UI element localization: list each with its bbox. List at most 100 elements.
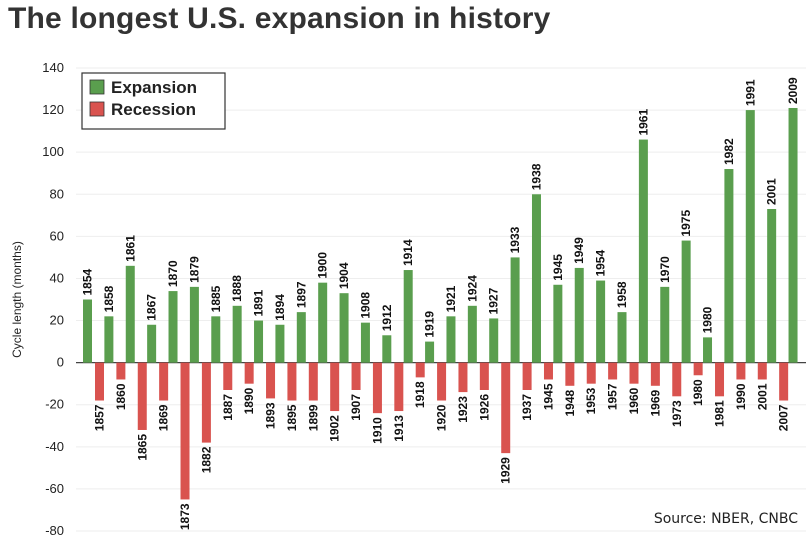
recession-bar: [437, 362, 447, 401]
expansion-bar: [339, 293, 349, 363]
chart-title: The longest U.S. expansion in history: [8, 2, 551, 35]
expansion-bar-label: 1980: [701, 306, 715, 333]
legend-label-recession: Recession: [111, 100, 196, 119]
expansion-bar-label: 1958: [615, 281, 629, 308]
recession-bar-label: 1902: [328, 415, 342, 442]
recession-bar: [608, 362, 618, 380]
expansion-bar: [596, 280, 606, 363]
recession-bar: [543, 362, 553, 380]
expansion-bar-label: 1904: [337, 262, 351, 289]
recession-bar: [522, 362, 532, 390]
y-axis-label: Cycle length (months): [10, 241, 24, 358]
expansion-bar: [275, 324, 285, 363]
recession-bar-label: 1873: [178, 503, 192, 530]
expansion-bar-label: 1870: [166, 260, 180, 287]
source-note: Source: NBER, CNBC: [653, 511, 798, 527]
expansion-bar-label: 1897: [294, 281, 308, 308]
expansion-bar: [211, 316, 221, 363]
recession-bar: [137, 362, 147, 430]
expansion-bar-label: 1885: [209, 285, 223, 312]
recession-bar: [672, 362, 682, 397]
recession-bar-label: 1926: [477, 394, 491, 421]
expansion-bar-label: 1933: [508, 226, 522, 253]
expansion-bar-label: 1879: [187, 256, 201, 283]
expansion-bar-label: 1927: [487, 287, 501, 314]
expansion-bar: [83, 299, 92, 363]
expansion-bar-label: 1954: [594, 250, 608, 277]
recession-bar: [330, 362, 340, 412]
recession-bar-label: 1860: [114, 383, 128, 410]
recession-bar: [372, 362, 382, 414]
expansion-bar: [382, 335, 392, 363]
recession-bar-label: 1990: [734, 383, 748, 410]
recession-bar: [779, 362, 789, 401]
recession-bar-label: 1957: [606, 383, 620, 410]
recession-bar: [586, 362, 596, 384]
recession-bar: [201, 362, 211, 443]
recession-bar: [479, 362, 489, 390]
bar-labels: 1854 1858 1861 1867 1870 1879 1885 1888 1891 1894…: [81, 77, 801, 530]
recession-bar: [650, 362, 660, 386]
expansion-bar: [104, 316, 114, 363]
recession-bar: [266, 362, 276, 399]
expansion-bar-label: 1867: [145, 294, 159, 321]
recession-bar-label: 1980: [691, 379, 705, 406]
expansion-bar-label: 1924: [465, 275, 479, 302]
expansion-bar-label: 1991: [743, 79, 757, 106]
recession-bar-label: 1865: [135, 434, 149, 461]
recession-bar: [501, 362, 511, 454]
recession-bar: [223, 362, 233, 390]
expansion-bar: [232, 305, 242, 363]
recession-bar-label: 1960: [627, 387, 641, 414]
recession-bar-label: 1920: [435, 404, 449, 431]
recession-bar: [116, 362, 126, 380]
legend: Expansion Recession: [81, 72, 226, 130]
recession-bar-label: 1895: [285, 404, 299, 431]
expansion-bar: [745, 110, 755, 363]
recession-bar-label: 1948: [563, 389, 577, 416]
expansion-bar: [703, 337, 713, 363]
legend-swatch-expansion: [89, 79, 105, 95]
recession-bar: [159, 362, 169, 401]
recession-bar: [757, 362, 767, 380]
recession-bar: [565, 362, 575, 386]
recession-bar: [351, 362, 361, 390]
y-tick-label: 140: [42, 60, 64, 75]
expansion-bar-label: 1938: [529, 163, 543, 190]
expansion-bar-label: 1949: [572, 237, 586, 264]
recession-bar-label: 1937: [520, 394, 534, 421]
recession-bar-label: 1981: [713, 400, 727, 427]
y-tick-label: 100: [42, 144, 64, 159]
recession-bar: [693, 362, 703, 376]
expansion-bar: [446, 316, 456, 363]
recession-bar: [287, 362, 297, 401]
expansion-bar: [254, 320, 264, 363]
expansion-bar-label: 1921: [444, 285, 458, 312]
expansion-bar-label: 1975: [679, 210, 693, 237]
expansion-bar: [425, 341, 435, 363]
y-tick-label: 60: [50, 228, 64, 243]
expansion-bar: [788, 107, 798, 363]
recession-bar: [415, 362, 425, 378]
recession-bar: [458, 362, 468, 393]
expansion-bar-label: 1854: [81, 268, 95, 295]
recession-bar: [394, 362, 404, 412]
recession-bar-label: 1969: [648, 389, 662, 416]
expansion-bar-label: 1894: [273, 294, 287, 321]
expansion-bar: [125, 265, 135, 363]
recession-bar: [736, 362, 746, 380]
expansion-bar-label: 1858: [102, 285, 116, 312]
legend-label-expansion: Expansion: [111, 78, 197, 97]
expansion-bar: [403, 270, 413, 363]
recession-bar-label: 1918: [413, 381, 427, 408]
y-tick-label: 20: [50, 313, 64, 328]
expansion-bar-label: 2001: [765, 178, 779, 205]
expansion-bar-label: 1945: [551, 254, 565, 281]
expansion-bar: [489, 318, 499, 363]
expansion-bar: [296, 312, 306, 363]
expansion-bar: [318, 282, 328, 363]
expansion-bar: [767, 209, 777, 363]
expansion-bar-label: 1912: [380, 304, 394, 331]
expansion-bar: [147, 324, 157, 363]
